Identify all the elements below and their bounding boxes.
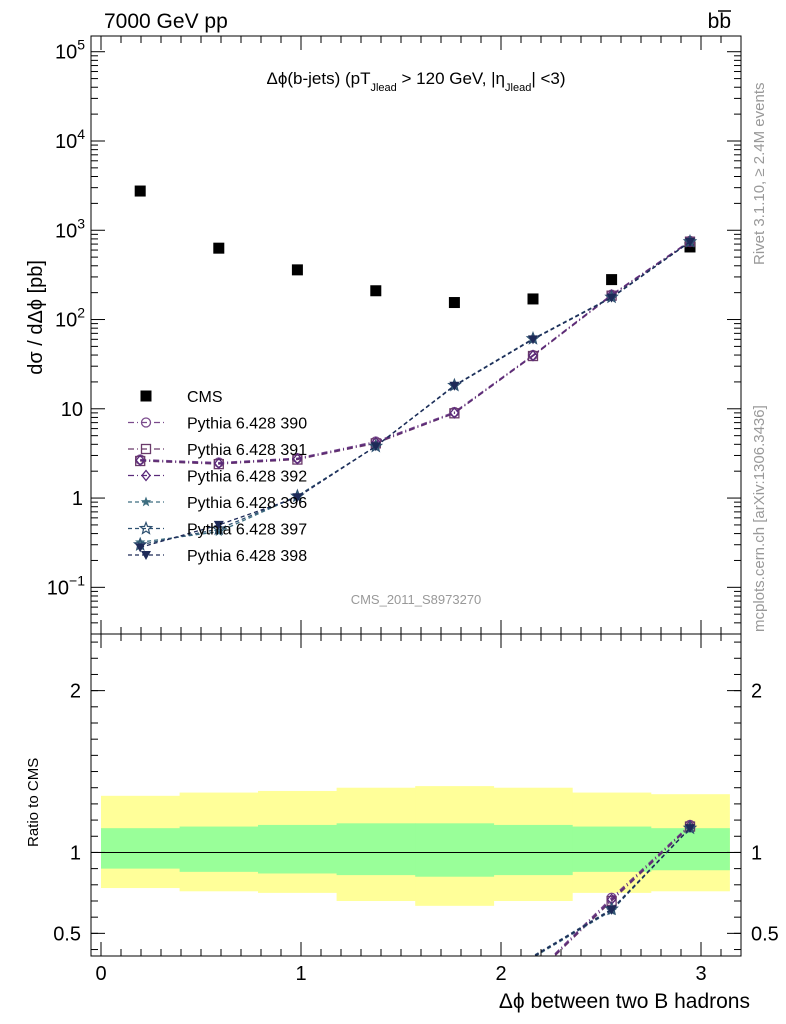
data-point [449, 381, 460, 391]
data-point [141, 469, 151, 482]
main-x-ticks [100, 36, 722, 634]
data-point [448, 297, 460, 309]
data-point [138, 520, 154, 535]
ratio-series-line [551, 824, 691, 956]
data-point [370, 285, 382, 297]
y-tick-label: 104 [55, 126, 85, 153]
main-frame [90, 35, 742, 635]
data-point [211, 521, 227, 536]
series-line [140, 240, 691, 464]
ratio-y-axis: 0.5 0.5 1 1 2 2 [53, 641, 779, 951]
data-point [528, 349, 538, 362]
stat-band [336, 823, 416, 876]
ratio-series-line [531, 827, 691, 956]
data-point [213, 242, 225, 254]
ratio-y-tick-label: 1 [70, 842, 81, 864]
ratio-y-label: Ratio to CMS [25, 758, 42, 847]
data-point [292, 493, 303, 503]
data-point [606, 293, 617, 303]
series-line [140, 241, 691, 465]
rivet-version-label: Rivet 3.1.10, ≥ 2.4M events [751, 83, 768, 266]
ratio-series-line [533, 827, 691, 956]
data-point [606, 905, 617, 915]
x-tick-label: 1 [295, 963, 306, 985]
data-point [140, 390, 152, 402]
data-point [135, 543, 146, 553]
stat-band [179, 826, 259, 872]
legend-label: Pythia 6.428 390 [187, 416, 307, 433]
data-point [370, 442, 381, 452]
x-tick-label: 3 [695, 963, 706, 985]
series-line [140, 241, 691, 549]
ratio-y-tick-label-right: 0.5 [751, 923, 779, 945]
ratio-x-axis: 0 1 2 3 [95, 634, 722, 985]
series-line [140, 240, 691, 464]
main-y-label: dσ / dΔϕ [pb] [25, 260, 47, 375]
ratio-panel: 0.5 0.5 1 1 2 2 0 1 2 3 Ratio to CMS Δϕ between … [25, 633, 779, 1013]
legend-label: CMS [187, 389, 223, 406]
stat-band [493, 824, 573, 876]
stat-band [650, 828, 730, 871]
data-point [685, 824, 695, 834]
data-point [213, 457, 224, 470]
data-point [140, 417, 152, 428]
y-tick-label: 1 [72, 488, 83, 510]
x-tick-label: 0 [95, 963, 106, 985]
chart-title: Δϕ(b-jets) (pTJlead > 120 GeV, |ηJlead| … [266, 69, 565, 94]
data-point [527, 293, 539, 305]
stat-band [101, 828, 181, 869]
analysis-id-label: CMS_2011_S8973270 [351, 592, 482, 607]
legend-label: Pythia 6.428 396 [187, 495, 307, 512]
data-point [685, 237, 695, 247]
energy-label: 7000 GeV pp [104, 10, 228, 33]
ratio-frame [90, 633, 742, 957]
y-tick-label: 10 [61, 399, 83, 421]
data-point [141, 551, 151, 560]
series-line [140, 241, 691, 546]
ratio-y-tick-label: 0.5 [53, 923, 81, 945]
legend-label: Pythia 6.428 397 [187, 522, 307, 539]
y-tick-label: 102 [55, 305, 85, 332]
ratio-y-tick-label: 2 [70, 681, 81, 703]
data-point [449, 406, 460, 419]
ratio-y-tick-label-right: 2 [751, 681, 762, 703]
mcplots-label: mcplots.cern.ch [arXiv:1306.3436] [751, 405, 768, 632]
data-point [528, 335, 538, 345]
stat-band [258, 824, 338, 874]
data-point [134, 185, 146, 197]
data-point [140, 496, 152, 507]
process-label: bb [708, 10, 731, 33]
main-series [132, 185, 698, 553]
data-point [291, 264, 303, 276]
ratio-y-tick-label-right: 1 [751, 842, 762, 864]
data-point [135, 454, 146, 467]
data-point [140, 443, 152, 455]
data-point [292, 452, 303, 465]
stat-band [572, 826, 652, 872]
x-axis-label: Δϕ between two B hadrons [499, 990, 750, 1013]
legend-label: Pythia 6.428 392 [187, 469, 307, 486]
data-point [213, 520, 224, 530]
x-tick-label: 2 [495, 963, 506, 985]
legend: CMS Pythia 6.428 390 Pythia 6.428 391 Pythi… [128, 389, 307, 565]
data-point [606, 274, 618, 286]
ratio-series-line [534, 827, 691, 956]
y-tick-label: 105 [55, 37, 85, 64]
y-tick-label: 103 [55, 215, 85, 242]
stat-band [415, 823, 495, 877]
legend-label: Pythia 6.428 398 [187, 548, 307, 565]
legend-label: Pythia 6.428 391 [187, 442, 307, 459]
y-tick-label: 10−1 [47, 572, 85, 599]
data-point [135, 536, 146, 547]
